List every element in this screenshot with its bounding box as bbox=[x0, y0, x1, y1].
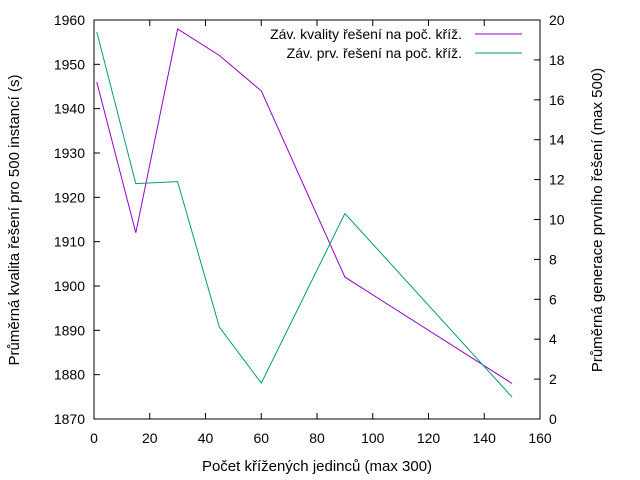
series-line-2 bbox=[96, 31, 513, 398]
x-tick-label: 120 bbox=[417, 430, 441, 446]
y2-tick-label: 20 bbox=[549, 12, 565, 28]
y2-tick-label: 4 bbox=[549, 331, 557, 347]
series-line-1 bbox=[96, 28, 513, 384]
y2-tick-label: 0 bbox=[549, 411, 557, 427]
y-axis-ticks: 1870 1880 1890 1900 1910 1920 1930 1940 1950 1960 bbox=[54, 12, 100, 427]
legend-label: Záv. prv. řešení na poč. kříž. bbox=[287, 45, 462, 61]
y-tick-label: 1960 bbox=[54, 12, 85, 28]
legend: Záv. kvality řešení na poč. kříž. Záv. pr… bbox=[270, 26, 522, 61]
y2-tick-label: 12 bbox=[549, 172, 565, 188]
y-tick-label: 1870 bbox=[54, 411, 85, 427]
x-tick-label: 140 bbox=[473, 430, 497, 446]
y-tick-label: 1900 bbox=[54, 278, 85, 294]
x-tick-label: 0 bbox=[90, 430, 98, 446]
y-tick-label: 1940 bbox=[54, 101, 85, 117]
x-tick-label: 40 bbox=[198, 430, 214, 446]
y-tick-label: 1910 bbox=[54, 234, 85, 250]
y-tick-label: 1930 bbox=[54, 145, 85, 161]
y-tick-label: 1880 bbox=[54, 367, 85, 383]
y2-tick-label: 16 bbox=[549, 92, 565, 108]
y-axis-label: Průměrná kvalita řešení pro 500 instancí… bbox=[6, 75, 23, 366]
y-tick-label: 1920 bbox=[54, 189, 85, 205]
series-layer bbox=[96, 28, 513, 398]
x-axis-ticks: 0 20 40 60 80 100 120 140 160 bbox=[90, 20, 552, 446]
y2-tick-label: 6 bbox=[549, 291, 557, 307]
y2-tick-label: 2 bbox=[549, 371, 557, 387]
x-axis-label: Počet křížených jedinců (max 300) bbox=[202, 458, 432, 475]
y-tick-label: 1890 bbox=[54, 322, 85, 338]
x-tick-label: 20 bbox=[142, 430, 158, 446]
x-tick-label: 80 bbox=[309, 430, 325, 446]
y2-tick-label: 10 bbox=[549, 212, 565, 228]
x-tick-label: 60 bbox=[253, 430, 269, 446]
x-tick-label: 160 bbox=[528, 430, 552, 446]
y2-tick-label: 8 bbox=[549, 251, 557, 267]
y2-tick-label: 18 bbox=[549, 52, 565, 68]
y2-axis-label: Průměrná generace prvního řešení (max 50… bbox=[589, 68, 606, 372]
y2-tick-label: 14 bbox=[549, 132, 565, 148]
legend-label: Záv. kvality řešení na poč. kříž. bbox=[270, 26, 462, 42]
y2-axis-ticks: 0 2 4 6 8 10 12 14 16 18 20 bbox=[534, 12, 565, 427]
x-tick-label: 100 bbox=[361, 430, 385, 446]
y-tick-label: 1950 bbox=[54, 56, 85, 72]
